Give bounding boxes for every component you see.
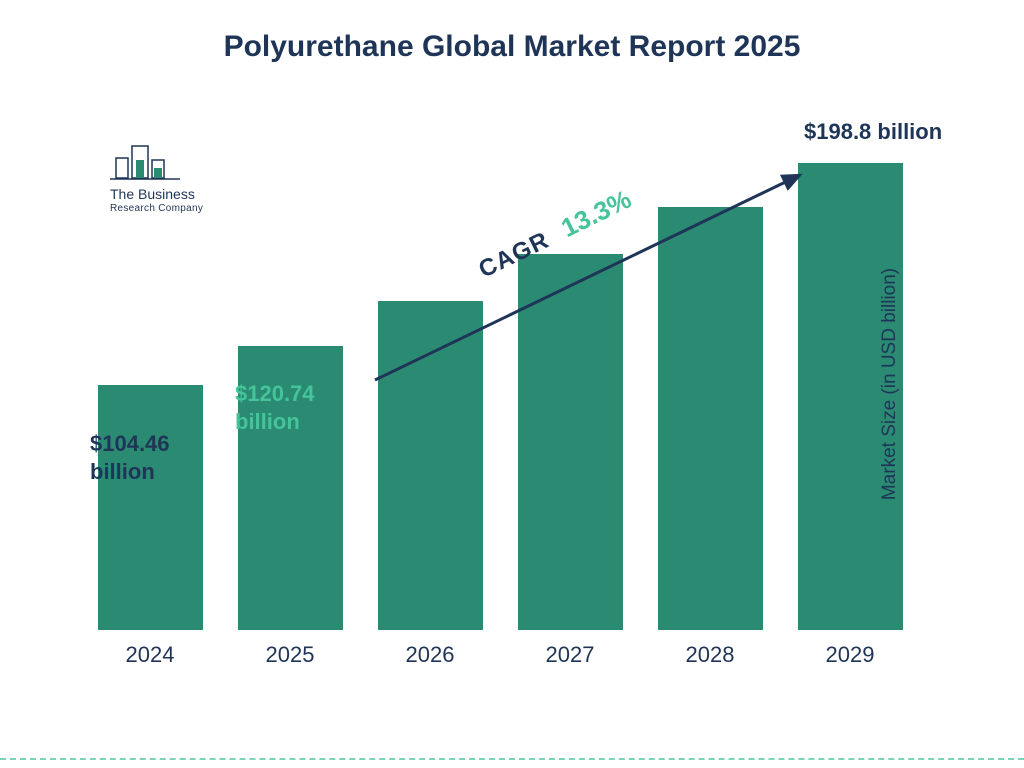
bar-category-label: 2029	[780, 642, 920, 668]
bar-slot: 2028	[640, 110, 780, 630]
value-callout: $198.8 billion	[804, 118, 942, 146]
bar-slot: 2024	[80, 110, 220, 630]
bar-category-label: 2026	[360, 642, 500, 668]
bar	[378, 301, 483, 630]
bar-category-label: 2025	[220, 642, 360, 668]
bottom-divider	[0, 758, 1024, 760]
bar-category-label: 2024	[80, 642, 220, 668]
bar-slot: 2025	[220, 110, 360, 630]
chart-title: Polyurethane Global Market Report 2025	[0, 0, 1024, 64]
bar	[658, 207, 763, 630]
bar-chart: 202420252026202720282029	[80, 110, 920, 670]
value-callout: $120.74billion	[235, 380, 315, 435]
y-axis-label: Market Size (in USD billion)	[879, 268, 901, 500]
bar	[518, 254, 623, 630]
bars-container: 202420252026202720282029	[80, 110, 920, 630]
bar	[98, 385, 203, 630]
value-callout: $104.46billion	[90, 430, 170, 485]
bar-category-label: 2027	[500, 642, 640, 668]
bar-category-label: 2028	[640, 642, 780, 668]
bar-slot: 2026	[360, 110, 500, 630]
